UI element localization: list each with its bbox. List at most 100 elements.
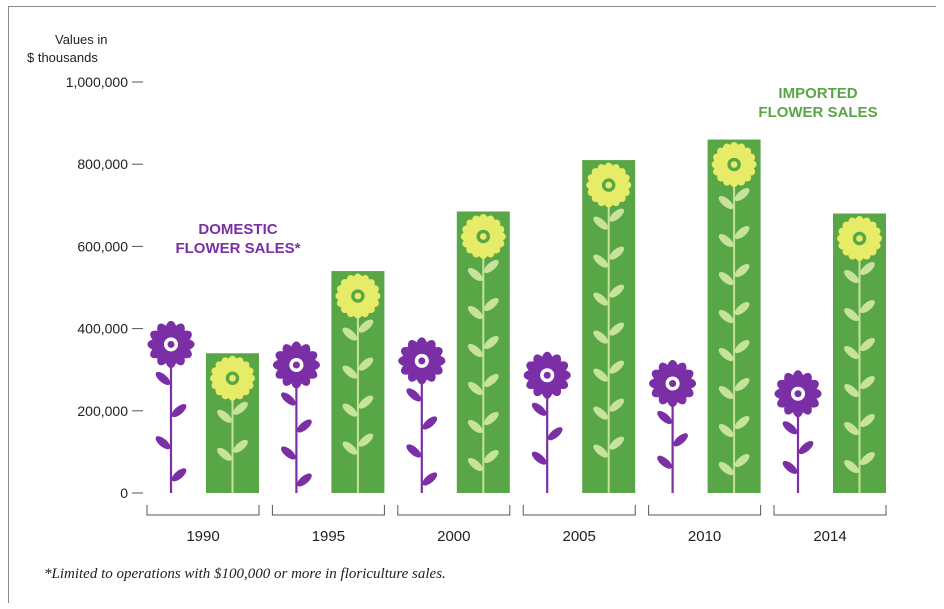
- x-axis-brackets: 1990 1995 2000 2005 2010 2014: [146, 505, 887, 545]
- y-tick-label: 800,000: [77, 156, 128, 172]
- domestic-flower-head: [147, 320, 195, 368]
- imported-leaf: [593, 444, 609, 458]
- domestic-leaf: [297, 473, 312, 487]
- flower-center: [543, 371, 551, 379]
- flower-center: [669, 379, 677, 388]
- x-axis-bracket: [522, 505, 636, 516]
- imported-leaf: [342, 403, 358, 417]
- domestic-flower-head: [523, 351, 571, 399]
- domestic-leaf: [782, 460, 798, 474]
- imported-flower-head: [460, 213, 506, 259]
- domestic-flower-head: [272, 341, 320, 389]
- domestic-flower-mark: [272, 341, 320, 493]
- imported-leaf: [718, 385, 734, 400]
- flower-center: [418, 357, 426, 365]
- imported-leaf: [734, 301, 750, 316]
- imported-leaf: [609, 246, 625, 260]
- imported-leaf: [467, 343, 483, 358]
- imported-leaf: [358, 433, 374, 447]
- domestic-flower-head: [774, 370, 822, 418]
- imported-leaf: [860, 337, 875, 352]
- imported-leaf: [358, 395, 374, 409]
- imported-leaf: [734, 377, 750, 392]
- imported-leaf: [593, 254, 609, 268]
- imported-leaf: [718, 233, 734, 248]
- imported-bar-mark: [582, 160, 636, 493]
- domestic-leaf: [406, 444, 422, 458]
- petal: [472, 215, 485, 234]
- imported-leaf: [860, 413, 875, 428]
- x-tick-label: 1995: [312, 528, 345, 545]
- x-tick-label: 2005: [563, 528, 596, 545]
- y-axis-title-line1: Values in: [55, 32, 108, 47]
- domestic-flower-head: [398, 337, 446, 385]
- domestic-leaf: [547, 427, 563, 441]
- imported-leaf: [342, 327, 358, 341]
- y-tick-label: 0: [120, 485, 128, 501]
- imported-bar-mark: [331, 271, 385, 493]
- imported-leaf: [217, 409, 232, 423]
- imported-bar-mark: [707, 139, 761, 494]
- domestic-flower-head: [649, 359, 697, 408]
- imported-leaf: [593, 368, 609, 382]
- domestic-leaf: [406, 388, 422, 402]
- imported-leaf: [718, 347, 734, 362]
- petal: [722, 143, 736, 162]
- domestic-leaf: [422, 416, 438, 430]
- flower-center: [479, 233, 487, 240]
- imported-flower-head: [837, 216, 882, 261]
- imported-leaf: [467, 381, 483, 396]
- imported-leaf: [734, 453, 750, 468]
- imported-leaf: [358, 319, 374, 333]
- imported-leaf: [609, 322, 625, 336]
- y-axis: 0 200,000 400,000 600,000 800,000 1,000,000: [66, 74, 143, 501]
- imported-leaf: [734, 187, 750, 202]
- y-tick-label: 400,000: [77, 321, 128, 337]
- imported-leaf: [483, 335, 499, 350]
- imported-leaf: [860, 261, 875, 276]
- imported-bar-mark: [833, 213, 886, 493]
- x-axis-bracket: [773, 505, 887, 516]
- domestic-leaf: [171, 468, 187, 482]
- domestic-leaf: [673, 433, 688, 447]
- flower-center: [167, 340, 175, 348]
- imported-leaf: [734, 339, 750, 354]
- imported-leaf: [609, 360, 625, 374]
- y-axis-title: Values in $ thousands: [27, 32, 108, 65]
- imported-leaf: [844, 307, 859, 322]
- chart-frame: [8, 6, 936, 603]
- imported-legend-label: IMPORTED FLOWER SALES: [758, 85, 877, 121]
- petal: [407, 340, 422, 359]
- y-tick-label: 1,000,000: [66, 74, 128, 90]
- imported-legend-line1: IMPORTED: [778, 85, 857, 102]
- imported-leaf: [483, 259, 499, 274]
- domestic-flower-mark: [649, 359, 697, 493]
- imported-leaf: [483, 411, 499, 426]
- imported-leaf: [483, 449, 499, 464]
- imported-leaf: [483, 373, 499, 388]
- domestic-leaf: [657, 410, 672, 425]
- y-tick-label: 200,000: [77, 403, 128, 419]
- domestic-flower-mark: [523, 351, 571, 493]
- imported-leaf: [593, 292, 609, 306]
- imported-leaf: [358, 357, 374, 371]
- domestic-leaf: [782, 421, 798, 435]
- imported-leaf: [609, 436, 625, 450]
- domestic-leaf: [798, 441, 814, 455]
- imported-bar-mark: [206, 353, 259, 493]
- domestic-leaf: [531, 402, 547, 416]
- imported-leaf: [342, 441, 358, 455]
- flower-center: [229, 374, 236, 382]
- x-tick-label: 2000: [437, 528, 470, 545]
- petal: [658, 362, 673, 381]
- imported-leaf: [844, 269, 859, 284]
- petal: [848, 217, 861, 236]
- imported-leaf: [233, 401, 248, 415]
- imported-leaf: [342, 365, 358, 379]
- flower-center: [354, 292, 362, 300]
- y-axis-title-line2: $ thousands: [27, 50, 98, 65]
- flower-center: [856, 235, 863, 242]
- domestic-leaf: [155, 436, 171, 450]
- x-axis-bracket: [397, 505, 511, 516]
- imported-flower-head: [586, 162, 632, 208]
